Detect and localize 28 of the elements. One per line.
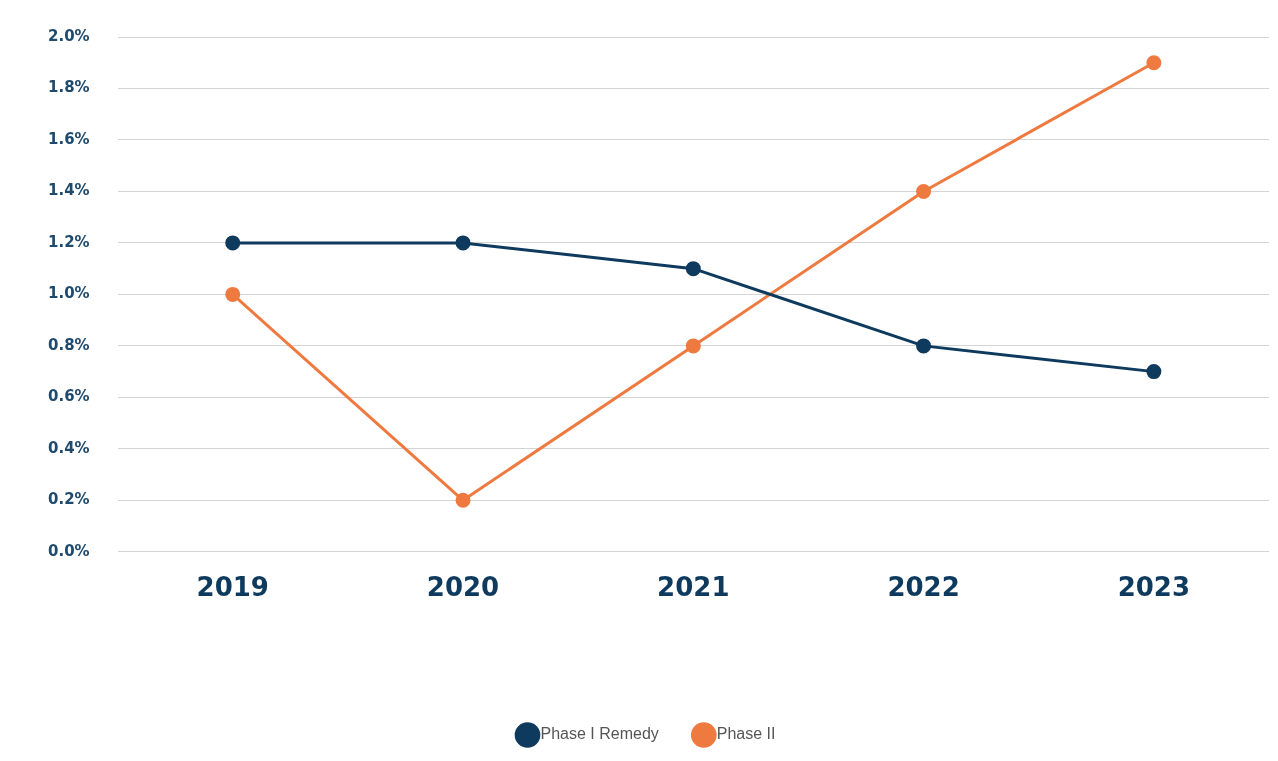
- point: [225, 235, 241, 251]
- y-tick-label: 1.0%: [47, 284, 90, 303]
- point: [1146, 55, 1162, 71]
- point: [916, 183, 932, 199]
- point: [685, 261, 701, 277]
- y-tick-label: 1.8%: [47, 78, 90, 97]
- point: [685, 338, 701, 354]
- point: [455, 235, 471, 251]
- y-tick-label: 1.6%: [47, 129, 90, 148]
- point: [1146, 364, 1162, 380]
- y-tick-label: 0.2%: [47, 490, 90, 509]
- legend-label: Phase II: [716, 725, 776, 743]
- x-tick-label: 2023: [1117, 572, 1191, 603]
- x-tick-label: 2021: [657, 572, 730, 603]
- y-tick-label: 1.2%: [47, 232, 90, 251]
- legend-label: Phase I Remedy: [540, 725, 659, 743]
- y-tick-label: 2.0%: [47, 26, 90, 45]
- x-tick-label: 2019: [196, 572, 269, 603]
- point: [455, 492, 471, 508]
- point: [916, 338, 932, 354]
- y-tick-label: 0.6%: [47, 387, 90, 406]
- y-tick-label: 1.4%: [47, 181, 90, 200]
- x-tick-label: 2022: [887, 572, 960, 603]
- y-tick-label: 0.8%: [47, 335, 90, 354]
- y-tick-label: 0.4%: [47, 438, 90, 457]
- y-tick-label: 0.0%: [47, 541, 90, 560]
- x-tick-label: 2020: [426, 572, 500, 603]
- point: [225, 286, 241, 302]
